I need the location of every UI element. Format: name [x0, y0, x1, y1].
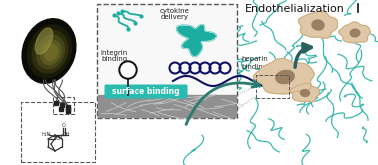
Polygon shape	[290, 83, 319, 102]
Polygon shape	[339, 22, 370, 43]
Ellipse shape	[22, 19, 76, 83]
Text: heparin
binding: heparin binding	[241, 56, 268, 69]
Text: O: O	[62, 123, 66, 128]
Ellipse shape	[45, 44, 58, 61]
Bar	[53, 97, 74, 114]
Polygon shape	[177, 25, 216, 57]
Ellipse shape	[40, 40, 61, 65]
Ellipse shape	[350, 29, 360, 37]
Ellipse shape	[32, 30, 68, 73]
Text: H₂N: H₂N	[41, 132, 50, 137]
Text: Endothelialization: Endothelialization	[245, 4, 345, 14]
Ellipse shape	[36, 35, 64, 69]
FancyBboxPatch shape	[104, 84, 187, 99]
FancyBboxPatch shape	[97, 4, 237, 118]
Ellipse shape	[301, 90, 310, 96]
Circle shape	[121, 63, 135, 77]
Text: OH: OH	[62, 132, 70, 137]
Text: OH: OH	[56, 136, 63, 142]
Bar	[98, 95, 236, 117]
Text: integrin
binding: integrin binding	[101, 50, 128, 63]
FancyBboxPatch shape	[21, 102, 95, 162]
Ellipse shape	[276, 70, 294, 84]
Polygon shape	[253, 58, 314, 94]
Ellipse shape	[312, 20, 324, 30]
Ellipse shape	[35, 28, 53, 54]
Text: cytokine
delivery: cytokine delivery	[160, 7, 190, 20]
Circle shape	[119, 61, 137, 79]
Ellipse shape	[28, 25, 71, 78]
Polygon shape	[298, 11, 338, 38]
Text: surface binding: surface binding	[112, 87, 180, 96]
